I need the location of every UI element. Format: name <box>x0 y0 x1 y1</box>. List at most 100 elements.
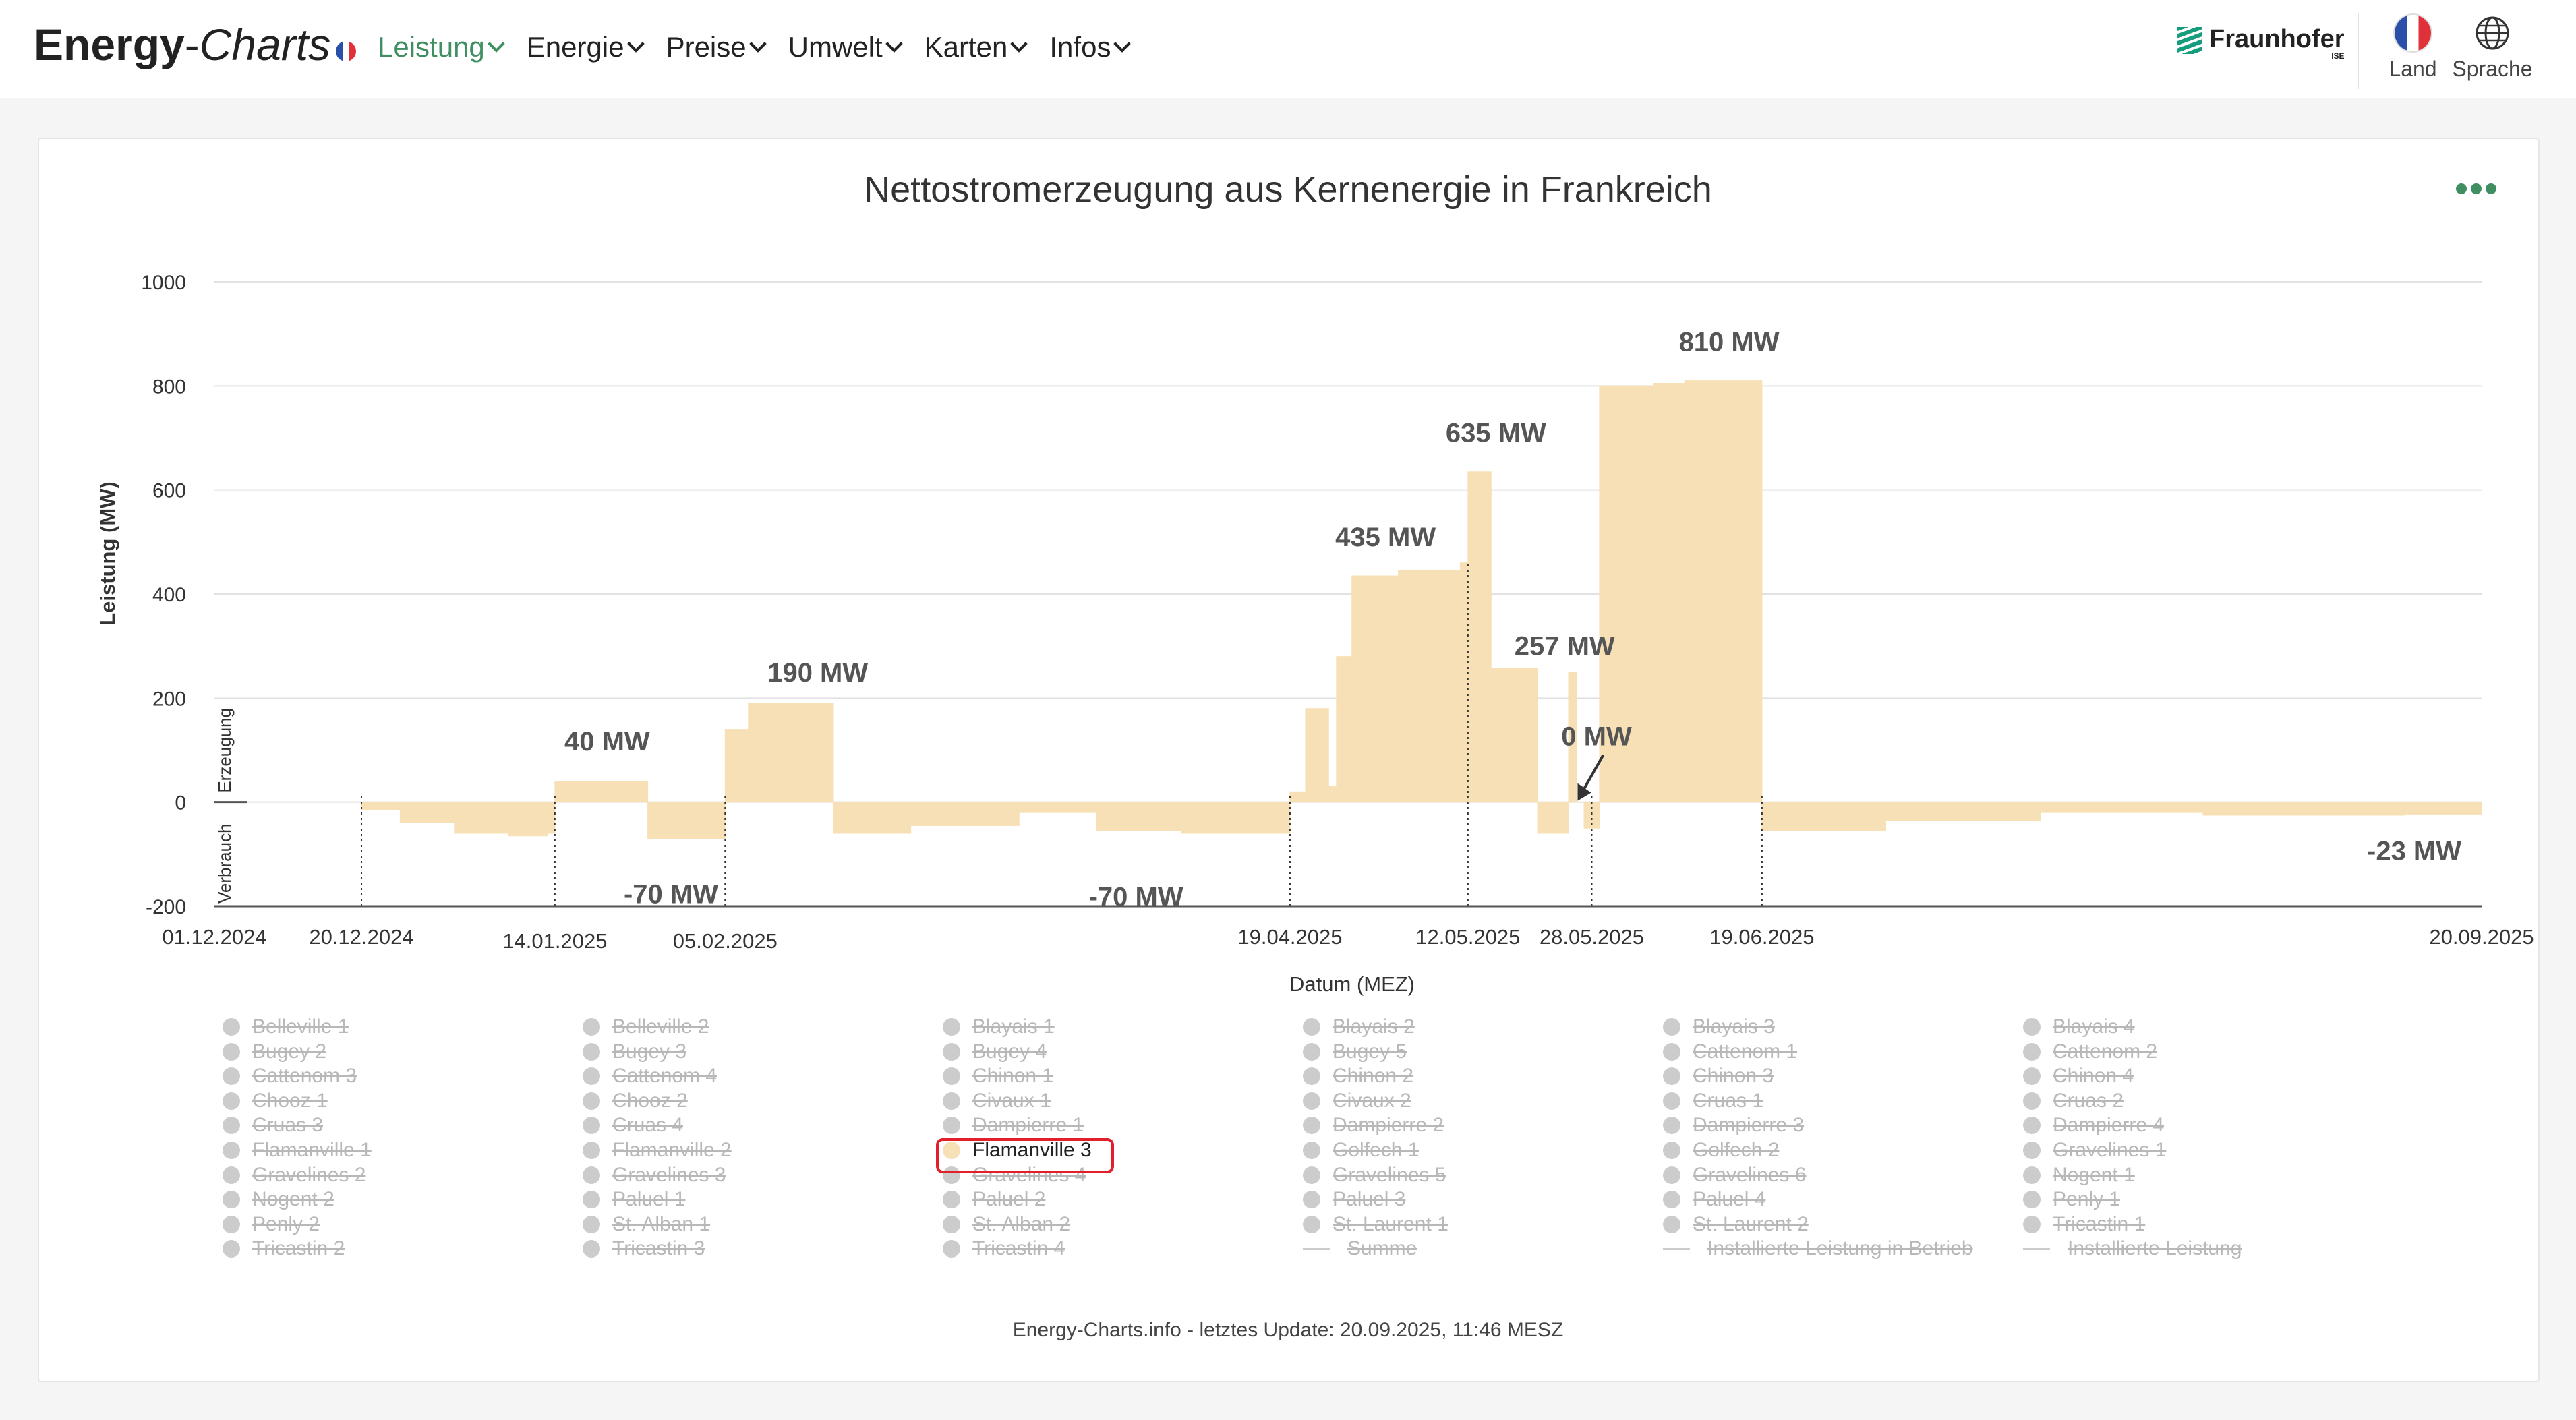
legend-item[interactable]: Paluel 2 <box>943 1188 1045 1211</box>
legend-item[interactable]: Civaux 1 <box>943 1090 1051 1113</box>
legend-item[interactable]: Gravelines 4 <box>943 1164 1086 1187</box>
legend-item[interactable]: Golfech 1 <box>1303 1139 1419 1162</box>
legend-item[interactable]: Chooz 2 <box>583 1090 688 1113</box>
legend-item[interactable]: Cruas 2 <box>2023 1090 2124 1113</box>
y-tick-label: 200 <box>152 688 186 710</box>
legend-dot-icon <box>223 1117 240 1135</box>
energy-charts-logo[interactable]: Energy-Charts <box>34 19 357 70</box>
legend-item[interactable]: Tricastin 3 <box>583 1237 705 1260</box>
legend-item[interactable]: Chinon 3 <box>1663 1065 1774 1088</box>
legend-item[interactable]: Nogent 2 <box>223 1188 334 1211</box>
legend-item[interactable]: Bugey 2 <box>223 1040 326 1063</box>
legend-dot-icon <box>2023 1042 2041 1061</box>
legend-item[interactable]: Blayais 2 <box>1303 1015 1415 1038</box>
legend-item[interactable]: St. Alban 1 <box>583 1213 710 1236</box>
legend-item[interactable]: Cattenom 4 <box>583 1065 717 1088</box>
legend-item[interactable]: Cattenom 2 <box>2023 1040 2157 1063</box>
legend-label: Dampierre 4 <box>2053 1114 2165 1137</box>
legend-item[interactable]: Paluel 1 <box>583 1188 685 1211</box>
legend-item[interactable]: St. Alban 2 <box>943 1213 1070 1236</box>
legend-item[interactable]: Gravelines 6 <box>1663 1164 1806 1187</box>
legend-item[interactable]: Flamanville 3 <box>943 1139 1092 1162</box>
legend-item[interactable]: Belleville 1 <box>223 1015 349 1038</box>
legend-item[interactable]: Chinon 1 <box>943 1065 1053 1088</box>
region-label-negative: Verbrauch <box>214 823 235 904</box>
legend-label: Chinon 1 <box>972 1065 1054 1088</box>
legend-label: Cruas 2 <box>2053 1089 2124 1112</box>
legend-item[interactable]: Blayais 1 <box>943 1015 1055 1038</box>
legend-dot-icon <box>1663 1191 1680 1209</box>
legend-item[interactable]: Dampierre 3 <box>1663 1114 1804 1137</box>
legend-item[interactable]: Blayais 3 <box>1663 1015 1775 1038</box>
legend-item[interactable]: Penly 2 <box>223 1213 320 1236</box>
legend-item[interactable]: Tricastin 1 <box>2023 1213 2145 1236</box>
legend-dot-icon <box>943 1042 960 1061</box>
legend-item[interactable]: Gravelines 2 <box>223 1164 365 1187</box>
menu-umwelt[interactable]: Umwelt <box>788 31 903 63</box>
legend-label: Paluel 1 <box>612 1188 686 1211</box>
legend-dot-icon <box>1663 1117 1680 1135</box>
legend-label: Summe <box>1347 1237 1417 1260</box>
menu-preise[interactable]: Preise <box>666 31 767 63</box>
legend-dot-icon <box>583 1018 600 1036</box>
legend-dot-icon <box>943 1142 960 1159</box>
logo-dash: - <box>184 20 200 69</box>
language-button[interactable]: Sprache <box>2452 15 2533 82</box>
legend-item[interactable]: Penly 1 <box>2023 1188 2120 1211</box>
legend-item[interactable]: Dampierre 1 <box>943 1114 1084 1137</box>
arrow-head-icon <box>1577 783 1591 801</box>
legend-item[interactable]: Golfech 2 <box>1663 1139 1779 1162</box>
legend-item[interactable]: Nogent 1 <box>2023 1164 2135 1187</box>
legend-dot-icon <box>223 1067 240 1086</box>
legend-label: Golfech 2 <box>1693 1139 1780 1161</box>
legend-item[interactable]: St. Laurent 1 <box>1303 1213 1448 1236</box>
legend-item[interactable]: Chinon 4 <box>2023 1065 2134 1088</box>
legend-item[interactable]: Flamanville 1 <box>223 1139 372 1162</box>
legend-item[interactable]: Gravelines 5 <box>1303 1164 1446 1187</box>
legend-item[interactable]: Installierte Leistung in Betrieb <box>1663 1237 1973 1260</box>
legend-item[interactable]: Tricastin 4 <box>943 1237 1065 1260</box>
menu-leistung[interactable]: Leistung <box>378 31 505 63</box>
legend-item[interactable]: Dampierre 2 <box>1303 1114 1444 1137</box>
legend-item[interactable]: Chooz 1 <box>223 1090 328 1113</box>
legend-item[interactable]: Summe <box>1303 1237 1417 1260</box>
legend-item[interactable]: Gravelines 3 <box>583 1164 726 1187</box>
menu-label: Leistung <box>378 31 485 63</box>
legend-item[interactable]: Cattenom 1 <box>1663 1040 1797 1063</box>
x-tick-label: 19.04.2025 <box>1237 925 1342 949</box>
country-button[interactable]: Land <box>2372 15 2453 82</box>
chart-menu-button[interactable] <box>2456 183 2496 194</box>
y-tick-label: 800 <box>152 376 186 398</box>
legend-item[interactable]: Bugey 3 <box>583 1040 686 1063</box>
legend-item[interactable]: Bugey 5 <box>1303 1040 1407 1063</box>
legend-item[interactable]: Bugey 4 <box>943 1040 1047 1063</box>
legend-item[interactable]: Gravelines 1 <box>2023 1139 2166 1162</box>
menu-energie[interactable]: Energie <box>527 31 645 63</box>
legend-label: Gravelines 4 <box>972 1163 1086 1186</box>
legend-item[interactable]: Dampierre 4 <box>2023 1114 2164 1137</box>
legend-item[interactable]: Flamanville 2 <box>583 1139 732 1162</box>
legend-label: Penly 1 <box>2053 1188 2121 1211</box>
legend-item[interactable]: Chinon 2 <box>1303 1065 1413 1088</box>
legend-label: Gravelines 2 <box>252 1163 366 1186</box>
legend-item[interactable]: Belleville 2 <box>583 1015 709 1038</box>
menu-karten[interactable]: Karten <box>925 31 1028 63</box>
legend-dot-icon <box>2023 1215 2041 1233</box>
legend-item[interactable]: St. Laurent 2 <box>1663 1213 1809 1236</box>
legend-item[interactable]: Blayais 4 <box>2023 1015 2135 1038</box>
legend-dot-icon <box>943 1117 960 1135</box>
legend-item[interactable]: Cattenom 3 <box>223 1065 357 1088</box>
legend-item[interactable]: Civaux 2 <box>1303 1090 1411 1113</box>
legend-item[interactable]: Tricastin 2 <box>223 1237 345 1260</box>
legend-item[interactable]: Paluel 4 <box>1663 1188 1765 1211</box>
fraunhofer-logo[interactable]: Fraunhofer ISE <box>2177 26 2345 61</box>
legend-item[interactable]: Installierte Leistung <box>2023 1237 2242 1260</box>
legend-item[interactable]: Cruas 3 <box>223 1114 323 1137</box>
menu-infos[interactable]: Infos <box>1049 31 1132 63</box>
legend-item[interactable]: Cruas 1 <box>1663 1090 1763 1113</box>
legend-item[interactable]: Paluel 3 <box>1303 1188 1405 1211</box>
legend-item[interactable]: Cruas 4 <box>583 1114 683 1137</box>
x-axis-label: Datum (MEZ) <box>1289 972 1415 996</box>
legend-label: Paluel 4 <box>1693 1188 1766 1211</box>
legend-label: Installierte Leistung <box>2068 1237 2242 1260</box>
